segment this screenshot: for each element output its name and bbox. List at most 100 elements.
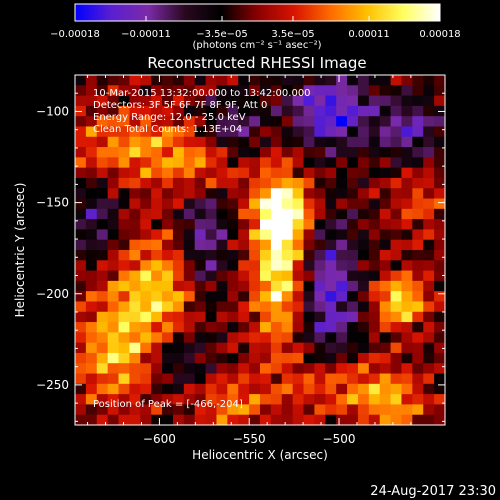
heatmap-cell: [412, 188, 424, 200]
heatmap-cell: [151, 198, 163, 210]
heatmap-cell: [336, 126, 348, 138]
heatmap-cell: [325, 126, 337, 138]
heatmap-cell: [303, 394, 316, 406]
heatmap-cell: [75, 404, 87, 416]
heatmap-cell: [390, 105, 403, 117]
heatmap-cell: [347, 208, 359, 220]
heatmap-cell: [412, 147, 424, 158]
heatmap-cell: [357, 311, 370, 323]
heatmap-cell: [314, 239, 326, 251]
heatmap-cell: [347, 105, 359, 117]
heatmap-cell: [75, 322, 87, 333]
heatmap-cell: [205, 260, 218, 272]
heatmap-cell: [107, 147, 120, 158]
heatmap-cell: [172, 167, 185, 179]
heatmap-cell: [357, 394, 370, 406]
heatmap-cell: [172, 136, 185, 148]
heatmap-cell: [194, 394, 207, 406]
heatmap-cell: [162, 75, 174, 86]
heatmap-cell: [423, 311, 435, 323]
heatmap-cell: [347, 414, 359, 425]
heatmap-cell: [85, 177, 98, 189]
heatmap-cell: [249, 250, 261, 261]
heatmap-cell: [151, 116, 163, 128]
heatmap-cell: [162, 322, 174, 333]
heatmap-cell: [140, 250, 152, 261]
heatmap-cell: [303, 404, 316, 416]
heatmap-cell: [357, 239, 370, 251]
heatmap-cell: [216, 342, 228, 354]
heatmap-cell: [129, 404, 141, 416]
heatmap-cell: [129, 167, 141, 179]
heatmap-cell: [401, 229, 413, 241]
heatmap-cell: [183, 177, 196, 189]
heatmap-cell: [412, 157, 424, 169]
heatmap-cell: [368, 280, 381, 292]
heatmap-cell: [260, 157, 272, 169]
heatmap-cell: [303, 85, 316, 97]
heatmap-cell: [172, 291, 185, 303]
heatmap-cell: [151, 383, 163, 395]
heatmap-cell: [412, 260, 424, 272]
heatmap-cell: [249, 322, 261, 333]
heatmap-cell: [129, 157, 141, 169]
heatmap-cell: [194, 85, 207, 97]
heatmap-cell: [85, 270, 98, 282]
heatmap-cell: [249, 394, 261, 406]
heatmap-cell: [270, 167, 283, 179]
heatmap-cell: [336, 85, 348, 97]
heatmap-cell: [205, 373, 218, 385]
heatmap-cell: [107, 414, 120, 425]
heatmap-cell: [205, 177, 218, 189]
heatmap-cell: [129, 188, 141, 200]
heatmap-cell: [75, 229, 87, 241]
heatmap-cell: [379, 85, 392, 97]
heatmap-cell: [129, 291, 141, 303]
heatmap-cell: [412, 177, 424, 189]
heatmap-cell: [118, 105, 131, 117]
heatmap-cell: [379, 177, 392, 189]
heatmap-cell: [281, 301, 294, 313]
heatmap-cell: [85, 332, 98, 344]
heatmap-cell: [172, 208, 185, 220]
heatmap-cell: [357, 250, 370, 261]
heatmap-cell: [118, 373, 131, 385]
heatmap-cell: [260, 363, 272, 375]
heatmap-cell: [75, 136, 87, 148]
heatmap-cell: [434, 250, 445, 261]
heatmap-cell: [423, 260, 435, 272]
heatmap-cell: [357, 342, 370, 354]
heatmap-cell: [434, 291, 445, 303]
heatmap-cell: [260, 404, 272, 416]
heatmap-cell: [357, 332, 370, 344]
heatmap-cell: [162, 404, 174, 416]
heatmap-cell: [96, 177, 109, 189]
heatmap-cell: [227, 394, 239, 406]
heatmap-cell: [281, 116, 294, 128]
heatmap-cell: [390, 250, 403, 261]
heatmap-cell: [357, 147, 370, 158]
heatmap-cell: [368, 373, 381, 385]
heatmap-cell: [281, 85, 294, 97]
heatmap-cell: [336, 136, 348, 148]
heatmap-cell: [85, 342, 98, 354]
heatmap-cell: [107, 373, 120, 385]
heatmap-cell: [75, 219, 87, 231]
heatmap-cell: [292, 105, 305, 117]
heatmap-cell: [401, 198, 413, 210]
heatmap-cell: [151, 342, 163, 354]
heatmap-cell: [75, 116, 87, 128]
heatmap-cell: [347, 270, 359, 282]
heatmap-cell: [336, 352, 348, 364]
colorbar-tick-label: −0.00011: [121, 29, 171, 40]
heatmap-cell: [292, 373, 305, 385]
heatmap-cell: [129, 311, 141, 323]
heatmap-cell: [357, 229, 370, 241]
heatmap-cell: [347, 373, 359, 385]
heatmap-cell: [423, 208, 435, 220]
heatmap-cell: [434, 177, 445, 189]
heatmap-cell: [107, 105, 120, 117]
heatmap-cell: [140, 198, 152, 210]
heatmap-cell: [107, 404, 120, 416]
